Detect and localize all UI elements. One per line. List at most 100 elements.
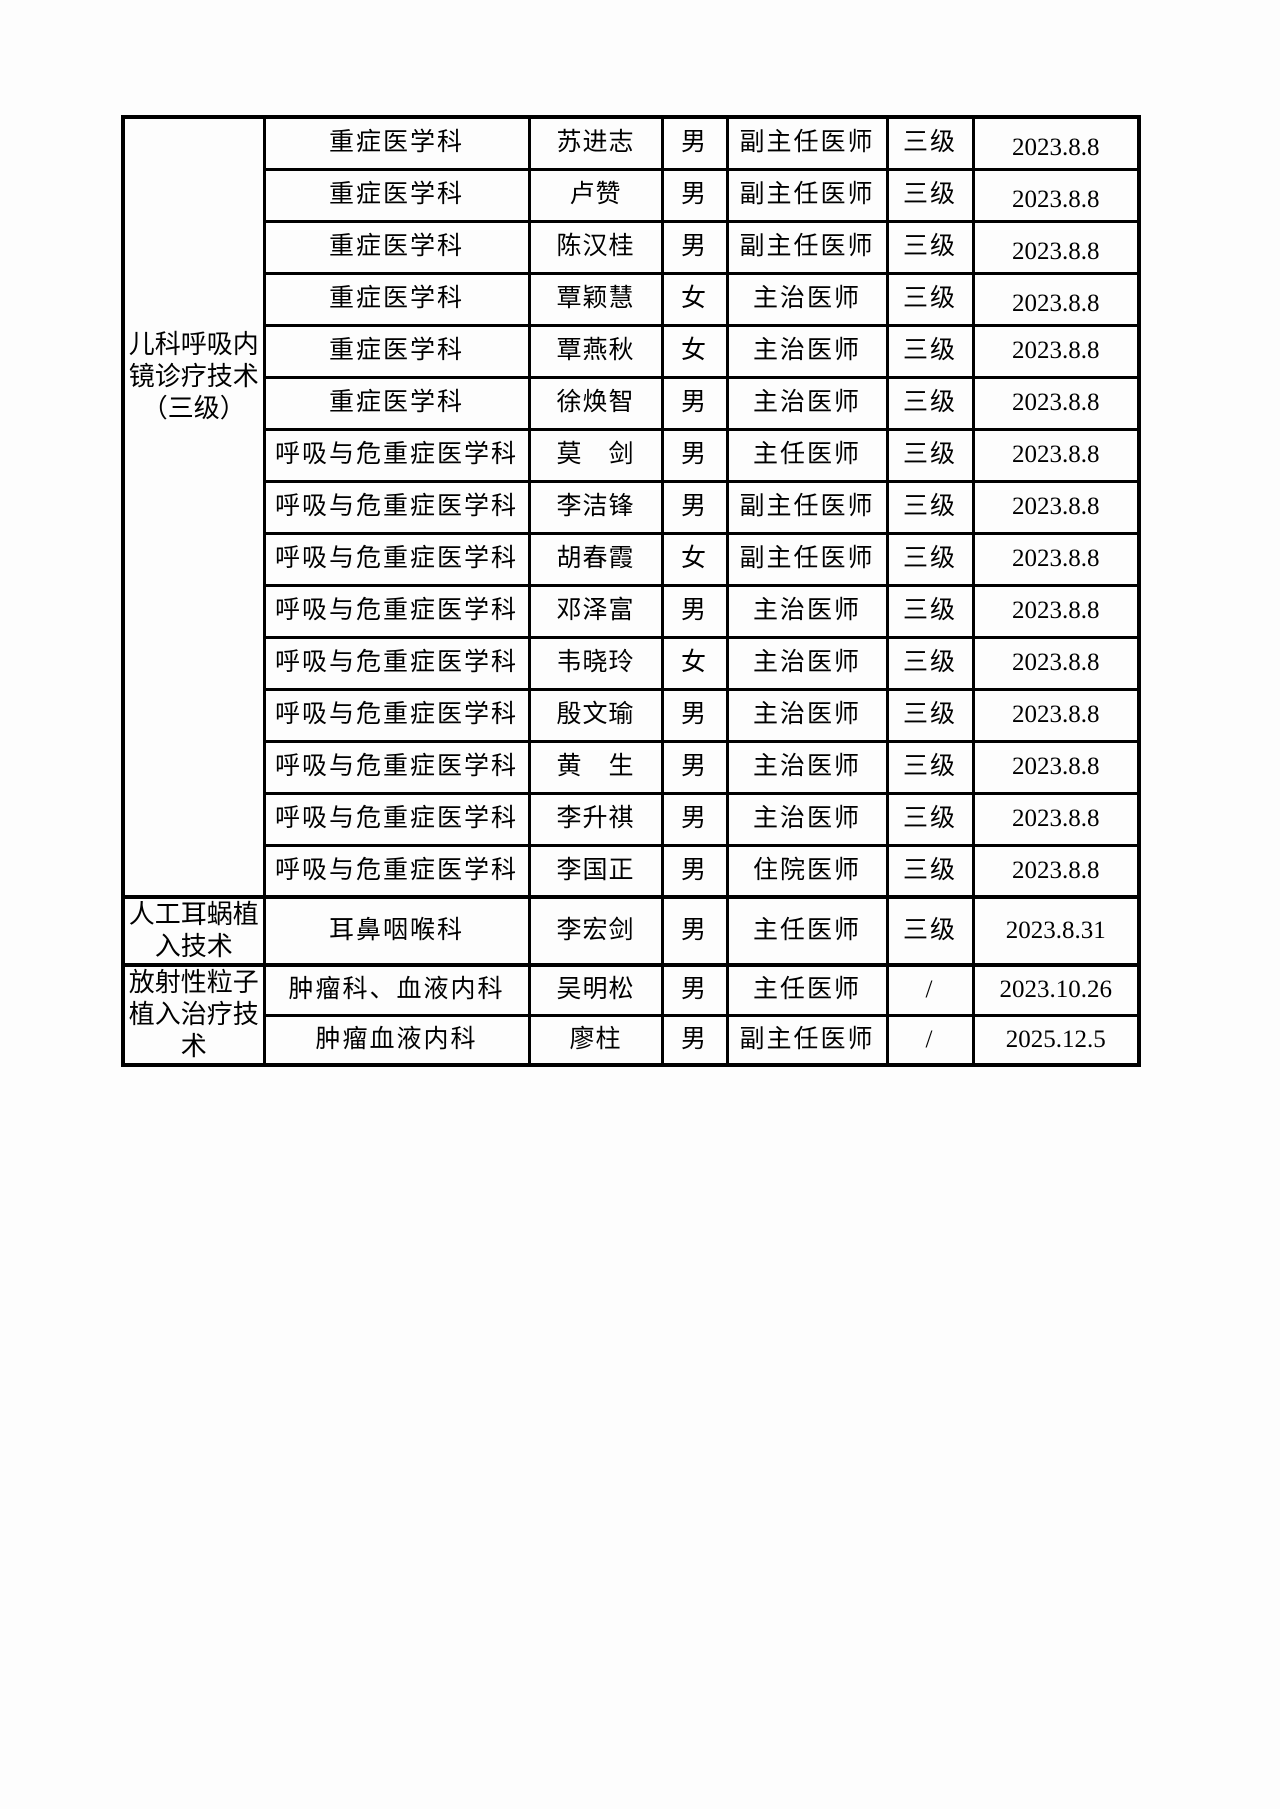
department-cell: 重症医学科 [262,219,531,275]
name-cell: 徐焕智 [527,375,664,431]
title-cell: 主治医师 [725,583,889,639]
gender-cell: 男 [660,115,729,171]
gender-cell: 男 [660,895,729,967]
title-cell: 副主任医师 [725,219,889,275]
department-cell: 重症医学科 [262,167,531,223]
name-cell: 覃燕秋 [527,323,664,379]
name-cell: 廖柱 [527,1013,664,1067]
department-cell: 重症医学科 [262,271,531,327]
title-cell: 主治医师 [725,687,889,743]
department-cell: 呼吸与危重症医学科 [262,843,531,899]
department-cell: 重症医学科 [262,323,531,379]
department-cell: 呼吸与危重症医学科 [262,427,531,483]
gender-cell: 女 [660,531,729,587]
title-cell: 副主任医师 [725,531,889,587]
level-cell: 三级 [885,843,975,899]
name-cell: 苏进志 [527,115,664,171]
level-cell: 三级 [885,635,975,691]
title-cell: 副主任医师 [725,167,889,223]
title-cell: 主任医师 [725,895,889,967]
department-cell: 呼吸与危重症医学科 [262,687,531,743]
level-cell: 三级 [885,687,975,743]
name-cell: 李洁锋 [527,479,664,535]
gender-cell: 男 [660,1013,729,1067]
title-cell: 主治医师 [725,323,889,379]
department-cell: 耳鼻咽喉科 [262,895,531,967]
title-cell: 副主任医师 [725,1013,889,1067]
date-cell: 2023.8.8 [971,167,1141,223]
gender-cell: 男 [660,843,729,899]
name-cell: 覃颖慧 [527,271,664,327]
level-cell: 三级 [885,219,975,275]
table-body: 儿科呼吸内镜诊疗技术（三级） 重症医学科 苏进志男副主任医师 三级 2023.8.8 重症… [121,115,1141,1067]
table-row: 呼吸与危重症医学科 殷文瑜男主治医师 三级 2023.8.8 [123,687,1141,743]
name-cell: 胡春霞 [527,531,664,587]
name-cell: 陈汉桂 [527,219,664,275]
title-cell: 副主任医师 [725,115,889,171]
name-cell: 李宏剑 [527,895,664,967]
table-row: 放射性粒子植入治疗技术 肿瘤科、血液内科 吴明松男主任医师/2023.10.26 [121,963,1141,1067]
gender-cell: 男 [660,427,729,483]
title-cell: 住院医师 [725,843,889,899]
name-cell: 李升祺 [527,791,664,847]
level-cell: 三级 [885,167,975,223]
name-cell: 李国正 [527,843,664,899]
gender-cell: 女 [660,271,729,327]
gender-cell: 男 [660,583,729,639]
table-row: 重症医学科 陈汉桂男副主任医师 三级 2023.8.8 [123,219,1141,275]
title-cell: 主治医师 [725,635,889,691]
date-cell: 2023.8.8 [971,739,1141,795]
level-cell: 三级 [885,791,975,847]
level-cell: / [885,963,975,1017]
date-cell: 2023.8.8 [971,427,1141,483]
level-cell: 三级 [885,375,975,431]
date-cell: 2023.8.8 [971,479,1141,535]
table-row: 呼吸与危重症医学科 邓泽富男主治医师 三级 2023.8.8 [123,583,1141,639]
date-cell: 2025.12.5 [971,1013,1141,1067]
name-cell: 殷文瑜 [527,687,664,743]
level-cell: 三级 [885,271,975,327]
date-cell: 2023.8.31 [971,895,1141,967]
department-cell: 重症医学科 [262,115,531,171]
date-cell: 2023.8.8 [971,531,1141,587]
department-cell: 呼吸与危重症医学科 [262,479,531,535]
level-cell: / [885,1013,975,1067]
gender-cell: 男 [660,219,729,275]
technique-cell: 儿科呼吸内镜诊疗技术（三级） [121,115,266,899]
table-row: 呼吸与危重症医学科黄 生男主治医师 三级 2023.8.8 [123,739,1141,795]
date-cell: 2023.8.8 [971,219,1141,275]
table-row: 人工耳蜗植入技术 耳鼻咽喉科 李宏剑男主任医师 三级 2023.8.31 [121,895,1141,967]
gender-cell: 男 [660,739,729,795]
department-cell: 重症医学科 [262,375,531,431]
department-cell: 呼吸与危重症医学科 [262,791,531,847]
level-cell: 三级 [885,115,975,171]
table-row: 呼吸与危重症医学科 李国正男住院医师 三级 2023.8.8 [123,843,1141,899]
table-row: 呼吸与危重症医学科 胡春霞女副主任医师 三级 2023.8.8 [123,531,1141,587]
date-cell: 2023.8.8 [971,271,1141,327]
table-row: 重症医学科 徐焕智男主治医师 三级 2023.8.8 [123,375,1141,431]
date-cell: 2023.8.8 [971,791,1141,847]
level-cell: 三级 [885,323,975,379]
title-cell: 主治医师 [725,791,889,847]
gender-cell: 女 [660,635,729,691]
gender-cell: 女 [660,323,729,379]
table-row: 呼吸与危重症医学科莫 剑男主任医师 三级 2023.8.8 [123,427,1141,483]
department-cell: 肿瘤科、血液内科 [262,963,531,1017]
department-cell: 呼吸与危重症医学科 [262,531,531,587]
table-row: 呼吸与危重症医学科 韦晓玲女主治医师 三级 2023.8.8 [123,635,1141,691]
title-cell: 主任医师 [725,963,889,1017]
title-cell: 副主任医师 [725,479,889,535]
level-cell: 三级 [885,531,975,587]
department-cell: 呼吸与危重症医学科 [262,583,531,639]
level-cell: 三级 [885,895,975,967]
gender-cell: 男 [660,167,729,223]
level-cell: 三级 [885,739,975,795]
department-cell: 肿瘤血液内科 [262,1013,531,1067]
title-cell: 主治医师 [725,375,889,431]
gender-cell: 男 [660,687,729,743]
table-row: 呼吸与危重症医学科 李升祺男主治医师 三级 2023.8.8 [123,791,1141,847]
gender-cell: 男 [660,375,729,431]
title-cell: 主治医师 [725,739,889,795]
date-cell: 2023.8.8 [971,843,1141,899]
date-cell: 2023.8.8 [971,323,1141,379]
